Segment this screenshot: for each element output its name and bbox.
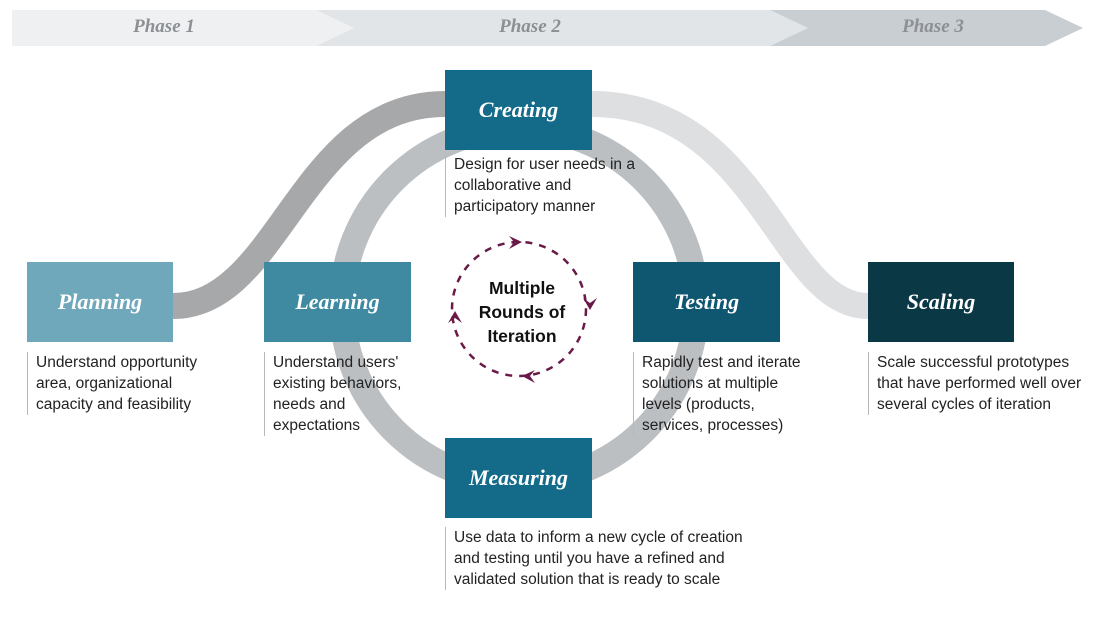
- ribbon-from-planning: [172, 91, 446, 319]
- creating-box: Creating: [445, 70, 592, 150]
- measuring-description: Use data to inform a new cycle of creati…: [445, 527, 765, 590]
- phase-1-label: Phase 1: [133, 16, 195, 37]
- phase-3-chevron: [770, 10, 1083, 46]
- iteration-label: Multiple Rounds of Iteration: [462, 276, 582, 348]
- iteration-label-line-3: Iteration: [487, 326, 557, 346]
- measuring-box: Measuring: [445, 438, 592, 518]
- ribbon-to-scaling: [591, 91, 870, 319]
- iteration-label-line-1: Multiple: [488, 278, 556, 298]
- iteration-arrow-top: [509, 236, 522, 249]
- creating-description: Design for user needs in a collaborative…: [445, 154, 645, 217]
- planning-box: Planning: [27, 262, 173, 342]
- iteration-dashed-circle: [450, 240, 588, 378]
- iteration-arrow-left: [448, 311, 462, 323]
- phase-2-label: Phase 2: [499, 16, 561, 37]
- phase-2-chevron: [316, 10, 808, 46]
- scaling-box: Scaling: [868, 262, 1014, 342]
- iteration-arrow-bottom: [522, 370, 535, 383]
- testing-box: Testing: [633, 262, 780, 342]
- iteration-label-line-2: Rounds of: [478, 302, 566, 322]
- learning-description: Understand users' existing behaviors, ne…: [264, 352, 424, 436]
- phase-3-label: Phase 3: [902, 16, 964, 37]
- scaling-description: Scale successful prototypes that have pe…: [868, 352, 1093, 415]
- learning-box: Learning: [264, 262, 411, 342]
- iteration-arrow-right: [583, 298, 597, 310]
- phase-1-chevron: [12, 10, 354, 46]
- testing-description: Rapidly test and iterate solutions at mu…: [633, 352, 818, 436]
- planning-description: Understand opportunity area, organizatio…: [27, 352, 227, 415]
